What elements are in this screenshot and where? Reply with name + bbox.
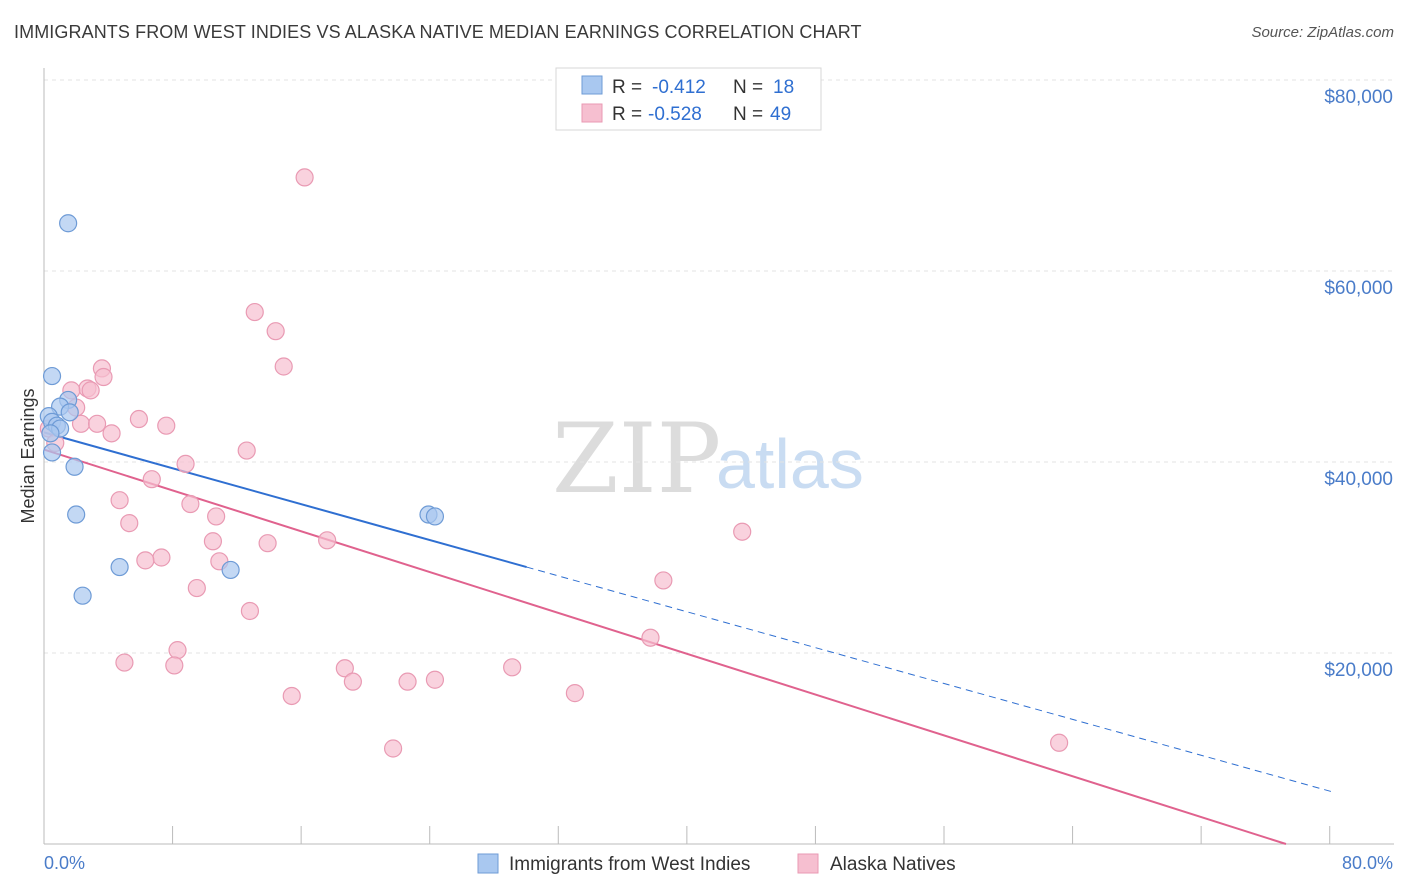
point-alaska-natives <box>318 531 337 550</box>
series-legend-swatch-alaska-natives <box>797 853 819 874</box>
point-west-indies <box>110 557 129 577</box>
point-alaska-natives <box>335 659 354 678</box>
point-alaska-natives <box>295 168 314 187</box>
chart-title: IMMIGRANTS FROM WEST INDIES VS ALASKA NA… <box>14 22 862 42</box>
point-alaska-natives <box>503 658 522 677</box>
point-alaska-natives <box>207 507 226 526</box>
stats-legend-r-value-2: -0.528 <box>648 104 702 125</box>
stats-legend: R = -0.412 N = 18 R = -0.528 N = 49 <box>555 67 822 131</box>
point-alaska-natives <box>110 491 129 510</box>
trend-line-west-indies-extension <box>526 566 1332 792</box>
point-alaska-natives <box>152 548 171 567</box>
stats-legend-n-label-1: N = <box>733 77 763 98</box>
point-alaska-natives <box>81 381 100 400</box>
point-alaska-natives <box>258 534 277 553</box>
point-west-indies <box>65 457 84 476</box>
point-west-indies <box>60 403 79 422</box>
point-alaska-natives <box>654 571 673 590</box>
point-alaska-natives <box>565 684 584 703</box>
chart-source: Source: ZipAtlas.com <box>1251 24 1394 41</box>
stats-legend-r-label-1: R = <box>612 77 642 98</box>
point-alaska-natives <box>245 302 264 322</box>
y-tick-label: $40,000 <box>1324 469 1393 490</box>
point-alaska-natives <box>343 672 362 691</box>
point-west-indies <box>42 443 62 462</box>
point-alaska-natives <box>398 672 417 691</box>
x-tick-label-max: 80.0% <box>1342 853 1393 873</box>
watermark-zip: ZIP <box>552 403 721 515</box>
point-alaska-natives <box>94 367 113 387</box>
y-tick-label: $20,000 <box>1324 660 1393 681</box>
point-alaska-natives <box>274 357 293 376</box>
point-alaska-natives <box>87 414 107 433</box>
stats-legend-n-value-2: 49 <box>770 104 791 125</box>
series-legend: Immigrants from West Indies Alaska Nativ… <box>477 853 956 875</box>
point-alaska-natives <box>115 653 134 672</box>
point-west-indies <box>67 505 86 524</box>
point-alaska-natives <box>240 601 260 621</box>
x-tick-label-min: 0.0% <box>44 853 85 873</box>
point-alaska-natives <box>203 532 223 551</box>
stats-legend-swatch-pink <box>581 103 603 123</box>
point-alaska-natives <box>129 409 149 429</box>
point-alaska-natives <box>733 522 752 541</box>
point-alaska-natives <box>425 670 445 689</box>
point-west-indies <box>59 214 78 233</box>
point-alaska-natives <box>1050 733 1069 752</box>
point-alaska-natives <box>187 578 206 598</box>
series-legend-label-alaska-natives: Alaska Natives <box>830 854 956 875</box>
point-alaska-natives <box>176 454 195 474</box>
point-alaska-natives <box>165 656 184 675</box>
trend-layer <box>43 431 1332 845</box>
stats-legend-n-label-2: N = <box>733 104 763 125</box>
y-tick-label: $60,000 <box>1324 278 1393 299</box>
stats-legend-r-label-2: R = <box>612 104 642 125</box>
points-layer <box>39 168 1069 758</box>
series-legend-label-west-indies: Immigrants from West Indies <box>509 854 750 875</box>
series-legend-swatch-west-indies <box>477 853 499 874</box>
point-alaska-natives <box>282 686 301 706</box>
grid-layer: $20,000 $40,000 $60,000 $80,000 <box>43 79 1394 844</box>
point-alaska-natives <box>157 416 176 435</box>
stats-legend-r-value-1: -0.412 <box>652 77 706 98</box>
point-alaska-natives <box>383 739 403 758</box>
watermark-atlas: atlas <box>716 425 864 503</box>
point-alaska-natives <box>168 641 187 660</box>
y-axis-label: Median Earnings <box>18 388 38 523</box>
point-alaska-natives <box>102 424 121 443</box>
point-alaska-natives <box>641 628 660 647</box>
point-alaska-natives <box>120 514 139 533</box>
watermark: ZIP atlas <box>552 403 864 515</box>
point-alaska-natives <box>266 322 285 341</box>
point-west-indies <box>221 560 240 580</box>
point-alaska-natives <box>181 494 200 514</box>
stats-legend-swatch-blue <box>581 75 603 95</box>
point-west-indies <box>73 586 92 605</box>
stats-legend-n-value-1: 18 <box>773 77 794 98</box>
point-west-indies <box>42 366 62 386</box>
point-alaska-natives <box>142 470 161 489</box>
point-alaska-natives <box>237 441 256 460</box>
y-tick-label: $80,000 <box>1324 87 1393 108</box>
trend-line-west-indies <box>43 431 527 569</box>
point-west-indies <box>41 424 60 443</box>
point-alaska-natives <box>136 551 155 570</box>
point-west-indies <box>425 507 445 526</box>
trend-line-alaska-natives <box>43 448 1287 845</box>
